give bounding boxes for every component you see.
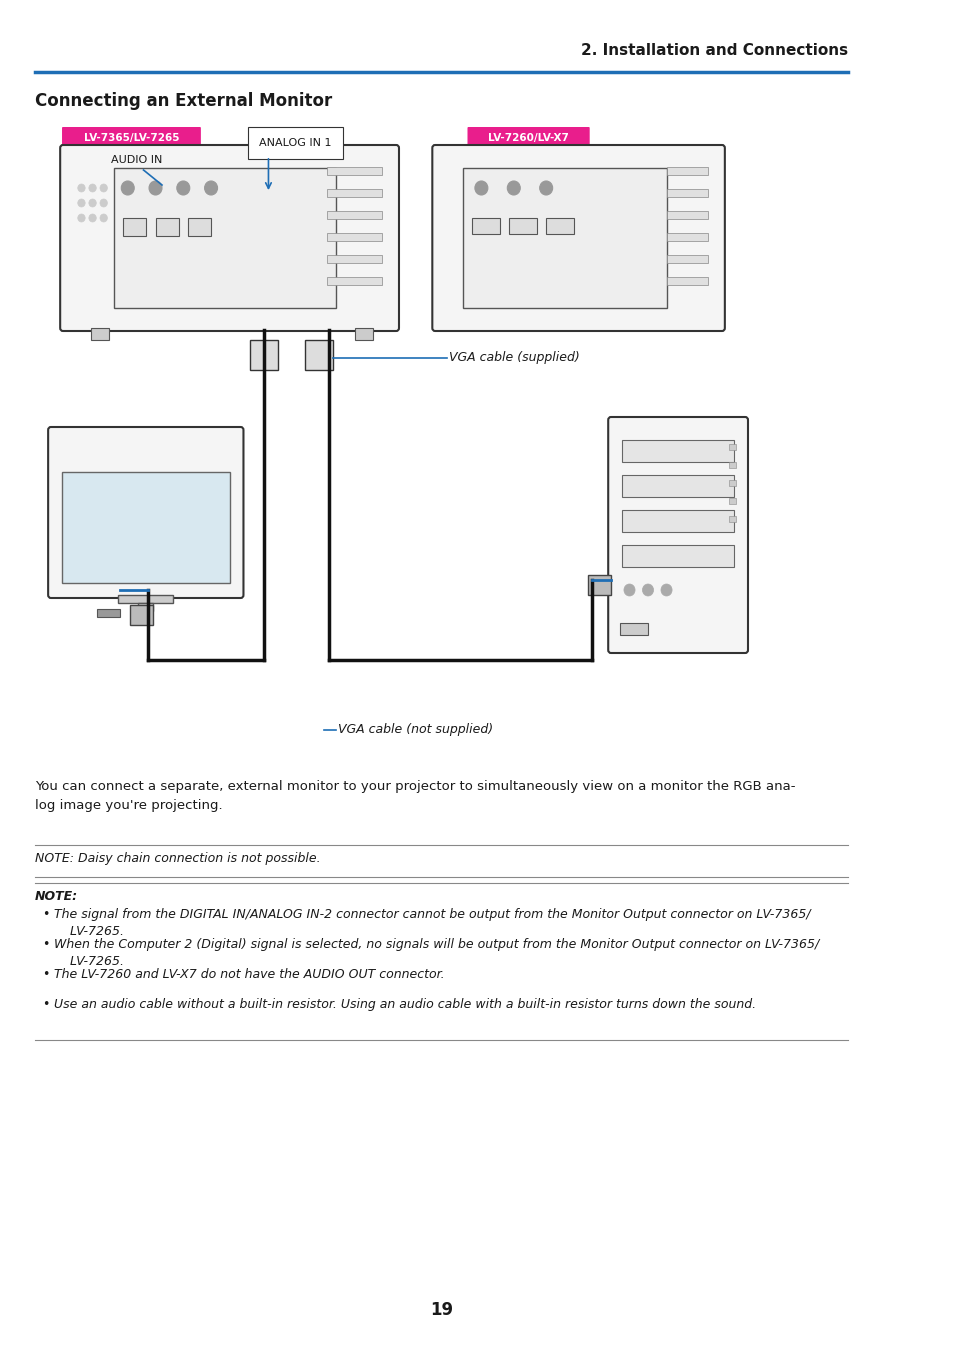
Text: Connecting an External Monitor: Connecting an External Monitor (35, 92, 332, 111)
Text: When the Computer 2 (Digital) signal is selected, no signals will be output from: When the Computer 2 (Digital) signal is … (53, 938, 818, 968)
Bar (327, 276, 382, 284)
Bar (155, 218, 178, 236)
Text: LV-7260/LV-X7: LV-7260/LV-X7 (488, 133, 568, 143)
Bar (123, 218, 146, 236)
Text: VGA cable (not supplied): VGA cable (not supplied) (337, 724, 493, 736)
Bar (666, 189, 707, 197)
Bar (666, 233, 707, 241)
Bar (113, 168, 335, 307)
Text: The signal from the DIGITAL IN/ANALOG IN-2 connector cannot be output from the M: The signal from the DIGITAL IN/ANALOG IN… (53, 909, 809, 938)
Bar (97, 609, 120, 617)
Circle shape (100, 200, 108, 208)
Circle shape (539, 181, 552, 195)
Bar (666, 167, 707, 175)
FancyBboxPatch shape (467, 127, 589, 150)
Circle shape (641, 584, 653, 596)
Circle shape (623, 584, 635, 596)
Circle shape (78, 183, 85, 191)
Bar (327, 189, 382, 197)
Text: The LV-7260 and LV-X7 do not have the AUDIO OUT connector.: The LV-7260 and LV-X7 do not have the AU… (53, 968, 444, 981)
Bar (546, 218, 574, 235)
Bar (327, 233, 382, 241)
Circle shape (89, 200, 96, 208)
Bar (728, 480, 735, 487)
Bar (666, 212, 707, 218)
Bar (728, 443, 735, 450)
Bar (619, 623, 647, 635)
Bar (327, 212, 382, 218)
Text: You can connect a separate, external monitor to your projector to simultaneously: You can connect a separate, external mon… (35, 780, 795, 811)
Circle shape (204, 181, 217, 195)
Bar (621, 510, 734, 532)
Text: Use an audio cable without a built-in resistor. Using an audio cable with a buil: Use an audio cable without a built-in re… (53, 998, 755, 1011)
FancyBboxPatch shape (608, 417, 747, 652)
Text: •: • (43, 938, 50, 950)
Text: AUDIO IN: AUDIO IN (111, 155, 162, 164)
Text: LV-7365/LV-7265: LV-7365/LV-7265 (84, 133, 179, 143)
Text: •: • (43, 909, 50, 921)
Circle shape (149, 181, 162, 195)
Bar (728, 497, 735, 504)
Text: ANALOG IN 1: ANALOG IN 1 (259, 137, 332, 148)
Text: •: • (43, 968, 50, 981)
Circle shape (89, 214, 96, 222)
FancyBboxPatch shape (60, 146, 398, 332)
Bar (355, 328, 373, 340)
Text: 19: 19 (430, 1301, 453, 1318)
Bar (117, 594, 172, 603)
Text: NOTE:: NOTE: (35, 890, 78, 903)
Circle shape (475, 181, 487, 195)
FancyBboxPatch shape (432, 146, 724, 332)
Bar (728, 462, 735, 468)
Text: NOTE: Daisy chain connection is not possible.: NOTE: Daisy chain connection is not poss… (35, 852, 320, 865)
Bar (91, 328, 110, 340)
Text: •: • (43, 998, 50, 1011)
Bar (666, 255, 707, 263)
Circle shape (100, 183, 108, 191)
Bar (327, 167, 382, 175)
Bar (472, 218, 499, 235)
Text: 2. Installation and Connections: 2. Installation and Connections (580, 43, 847, 58)
Bar (305, 340, 333, 369)
Bar (130, 605, 152, 625)
Bar (728, 516, 735, 522)
Circle shape (121, 181, 134, 195)
Bar (462, 168, 666, 307)
Bar (509, 218, 537, 235)
Bar (188, 218, 211, 236)
Circle shape (100, 214, 108, 222)
Bar (587, 576, 610, 594)
Circle shape (78, 214, 85, 222)
FancyBboxPatch shape (48, 427, 243, 599)
Bar (621, 439, 734, 462)
Circle shape (176, 181, 190, 195)
Text: VGA cable (supplied): VGA cable (supplied) (449, 352, 579, 364)
Bar (621, 545, 734, 568)
Bar (666, 276, 707, 284)
Circle shape (89, 183, 96, 191)
FancyBboxPatch shape (62, 127, 201, 150)
Bar (327, 255, 382, 263)
Bar (621, 474, 734, 497)
Bar (138, 603, 152, 611)
Circle shape (78, 200, 85, 208)
Circle shape (507, 181, 519, 195)
Bar (62, 472, 230, 582)
Circle shape (660, 584, 671, 596)
Bar (250, 340, 277, 369)
